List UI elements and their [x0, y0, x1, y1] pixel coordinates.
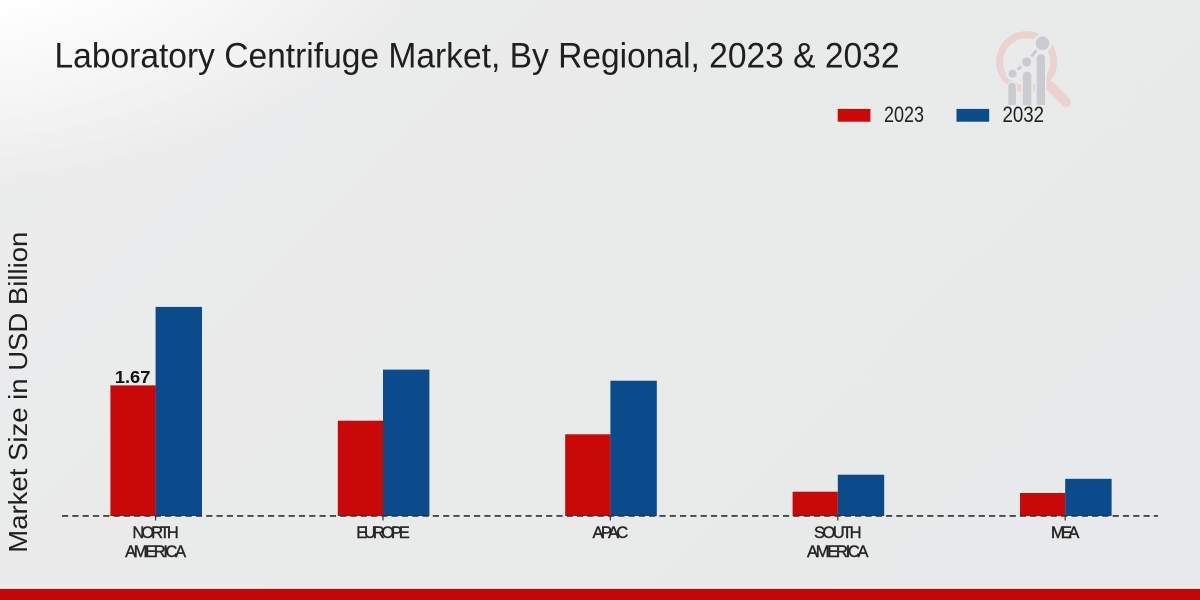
svg-text:2032: 2032 — [1003, 102, 1045, 127]
svg-text:NORTH: NORTH — [132, 524, 179, 542]
svg-text:Laboratory Centrifuge Market,: Laboratory Centrifuge Market, By Regiona… — [55, 37, 900, 76]
svg-text:2023: 2023 — [884, 102, 924, 127]
svg-text:AMERICA: AMERICA — [807, 543, 869, 561]
svg-text:APAC: APAC — [593, 524, 629, 542]
svg-text:MEA: MEA — [1051, 524, 1080, 542]
svg-text:1.67: 1.67 — [115, 367, 151, 387]
svg-text:SOUTH: SOUTH — [814, 524, 862, 542]
svg-text:EUROPE: EUROPE — [356, 524, 410, 542]
svg-text:AMERICA: AMERICA — [125, 543, 186, 561]
svg-text:Market Size in USD Billion: Market Size in USD Billion — [3, 232, 33, 553]
